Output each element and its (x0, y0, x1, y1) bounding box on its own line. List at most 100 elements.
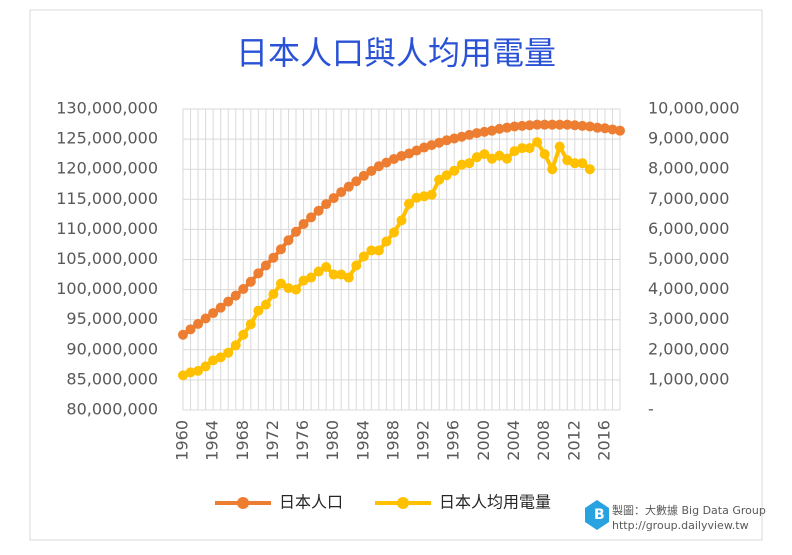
data-point (373, 245, 384, 256)
chart-border (29, 9, 763, 541)
data-point (569, 120, 580, 131)
data-point (178, 370, 188, 381)
data-point (366, 166, 377, 177)
data-point (328, 269, 339, 280)
data-point (501, 153, 512, 164)
legend-marker (397, 497, 409, 509)
data-point (238, 329, 249, 340)
y-tick-label: 125,000,000 (56, 129, 158, 148)
data-point (336, 269, 347, 280)
y-tick-label: 100,000,000 (56, 279, 158, 298)
data-point (351, 260, 362, 271)
data-point (599, 123, 610, 134)
data-point (569, 158, 580, 169)
data-point (268, 289, 279, 300)
y-tick-label: 95,000,000 (66, 309, 158, 328)
data-point (479, 149, 490, 160)
x-tick-label: 1988 (383, 420, 402, 461)
data-point (464, 129, 475, 140)
data-point (343, 272, 354, 283)
y2-tick-label: 3,000,000 (648, 309, 729, 328)
data-point (501, 122, 512, 133)
data-point (539, 149, 550, 160)
y2-tick-label: 8,000,000 (648, 159, 729, 178)
data-point (306, 212, 317, 223)
data-point (411, 192, 422, 203)
data-point (449, 165, 460, 176)
x-tick-label: 1968 (233, 420, 252, 461)
data-point (396, 150, 407, 161)
data-point (298, 275, 309, 286)
data-point (471, 152, 482, 163)
data-point (268, 252, 279, 263)
data-point (260, 260, 271, 271)
x-tick-label: 2008 (534, 420, 553, 461)
data-point (547, 164, 558, 175)
data-point (404, 148, 415, 159)
data-point (223, 347, 234, 358)
y2-tick-label: 9,000,000 (648, 129, 729, 148)
data-point (532, 137, 543, 148)
data-point (245, 276, 256, 287)
data-point (562, 119, 573, 130)
data-point (456, 159, 467, 170)
legend-label: 日本人口 (279, 493, 343, 512)
x-tick-label: 1976 (293, 420, 312, 461)
y2-tick-label: 2,000,000 (648, 339, 729, 358)
data-point (336, 187, 347, 198)
data-point (223, 296, 234, 307)
data-point (373, 161, 384, 172)
data-point (245, 319, 256, 330)
data-point (260, 299, 271, 310)
data-point (343, 181, 354, 192)
data-point (554, 141, 565, 152)
data-point (291, 226, 302, 237)
x-tick-label: 2000 (474, 420, 493, 461)
data-point (298, 218, 309, 229)
data-point (509, 146, 520, 157)
x-tick-label: 2016 (594, 420, 613, 461)
data-point (193, 365, 204, 376)
data-point (178, 329, 188, 340)
y2-tick-label: 4,000,000 (648, 279, 729, 298)
y-tick-label: 85,000,000 (66, 369, 158, 388)
data-point (283, 235, 294, 246)
data-point (215, 302, 226, 313)
chart-title: 日本人口與人均用電量 (236, 34, 556, 72)
data-point (215, 352, 226, 363)
data-point (426, 189, 437, 200)
data-point (381, 236, 392, 247)
data-point (517, 120, 528, 131)
data-point (509, 121, 520, 132)
data-point (230, 290, 241, 301)
y-tick-label: 80,000,000 (66, 400, 158, 419)
data-point (321, 262, 332, 273)
x-tick-label: 1996 (444, 420, 463, 461)
data-point (539, 119, 550, 130)
y-tick-label: 110,000,000 (56, 219, 158, 238)
svg-text:B: B (594, 507, 605, 523)
y2-tick-label: 6,000,000 (648, 219, 729, 238)
x-tick-label: 2004 (504, 420, 523, 461)
y2-tick-label: 1,000,000 (648, 369, 729, 388)
credit: 製圖：大數據 Big Data Group (612, 503, 766, 517)
data-point (351, 176, 362, 187)
data-point (185, 324, 196, 335)
x-tick-label: 1972 (263, 420, 282, 461)
credit-url: http://group.dailyview.tw (612, 519, 749, 532)
data-point (328, 193, 339, 204)
legend-marker (237, 497, 249, 509)
data-point (230, 340, 241, 351)
data-point (306, 272, 317, 283)
x-tick-label: 1960 (173, 420, 192, 461)
data-point (366, 245, 377, 256)
data-point (419, 142, 430, 153)
y2-tick-label: - (648, 400, 654, 419)
data-point (584, 164, 595, 175)
data-point (607, 124, 618, 135)
data-point (426, 140, 437, 151)
data-point (547, 119, 558, 130)
data-point (554, 119, 565, 130)
data-point (396, 215, 407, 226)
